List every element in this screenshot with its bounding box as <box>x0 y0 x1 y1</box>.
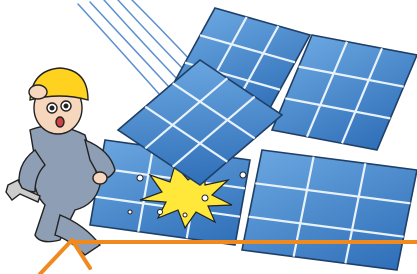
page: {} html, body { margin: 0; padding: 0; b… <box>0 0 417 274</box>
solar-panel <box>242 150 417 270</box>
illustration <box>0 0 417 274</box>
body <box>0 0 417 274</box>
